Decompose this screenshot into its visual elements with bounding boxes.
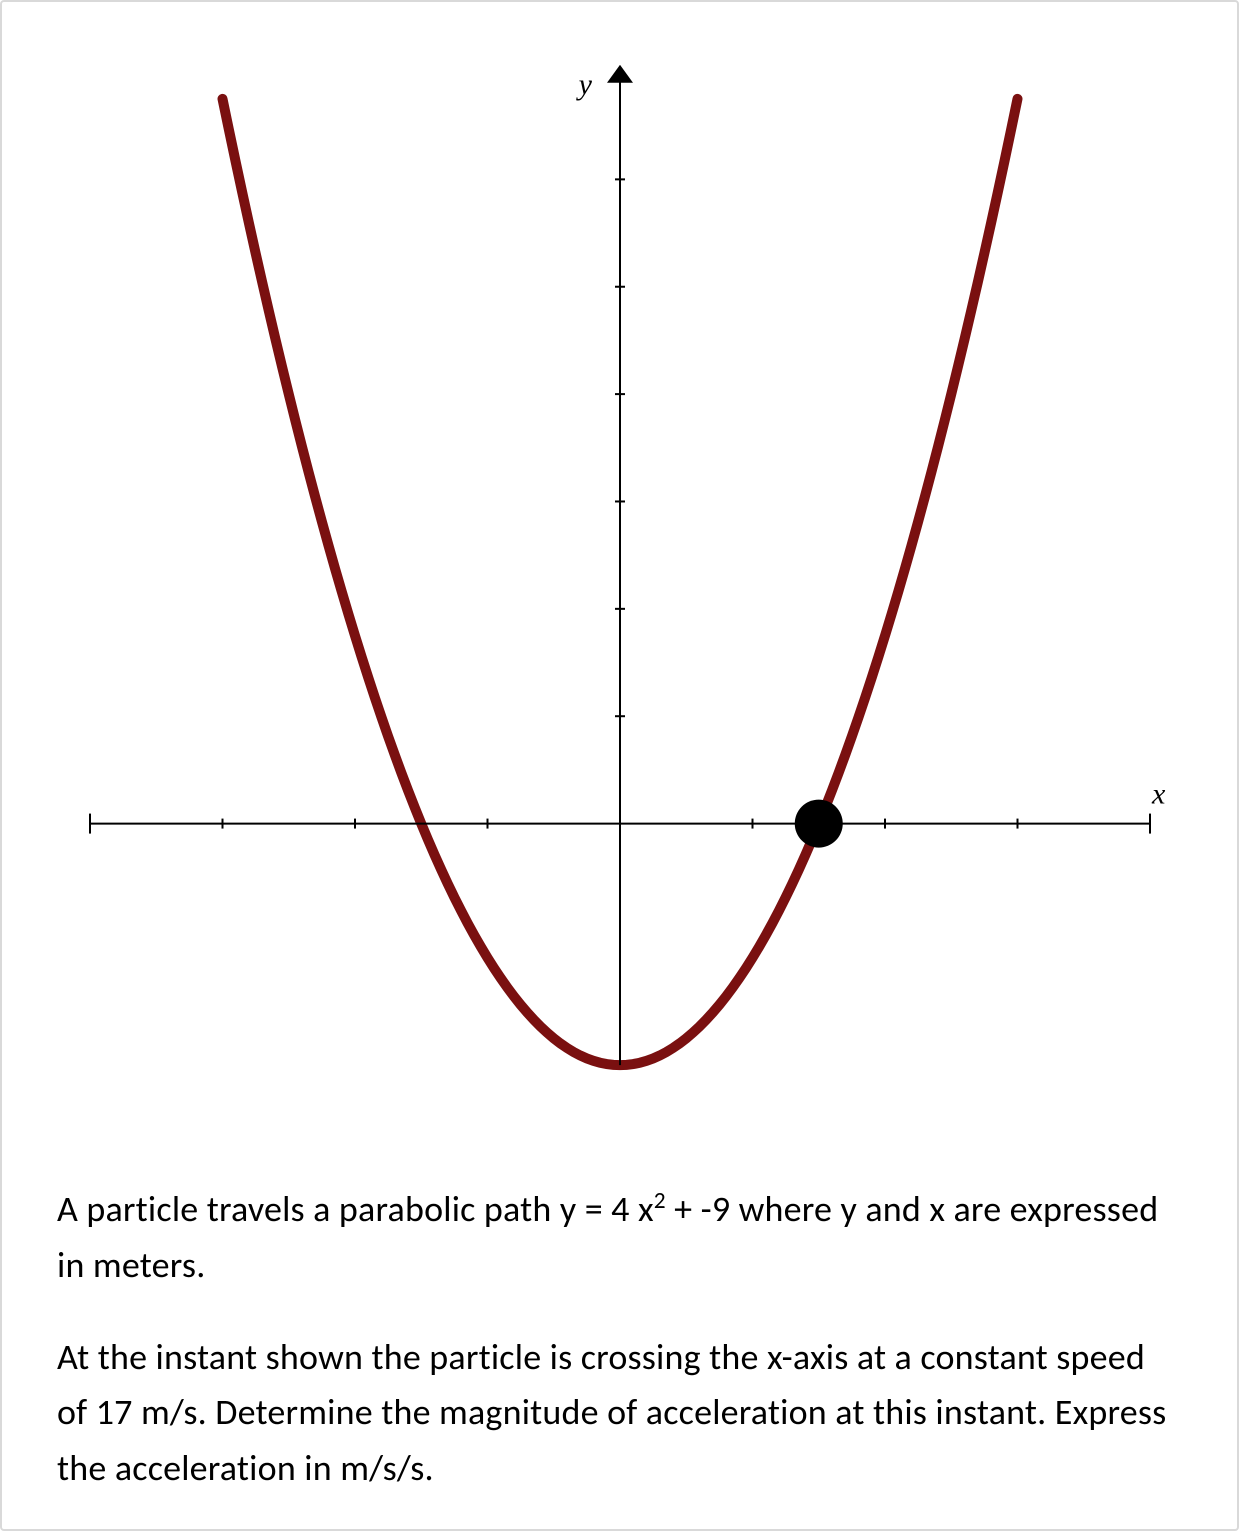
- q1-prefix: A particle travels a parabolic path y = …: [57, 1187, 654, 1231]
- q1-exponent: 2: [654, 1187, 666, 1215]
- particle-dot: [794, 800, 842, 848]
- x-axis-label: x: [1151, 778, 1166, 811]
- page-frame: yx A particle travels a parabolic path y…: [0, 0, 1239, 1531]
- question-paragraph-1: A particle travels a parabolic path y = …: [57, 1182, 1182, 1294]
- chart-container: yx: [57, 42, 1182, 1112]
- question-paragraph-2: At the instant shown the particle is cro…: [57, 1330, 1182, 1497]
- y-axis-label: y: [575, 68, 592, 101]
- question-block: A particle travels a parabolic path y = …: [57, 1182, 1182, 1497]
- parabola-chart: yx: [60, 42, 1180, 1112]
